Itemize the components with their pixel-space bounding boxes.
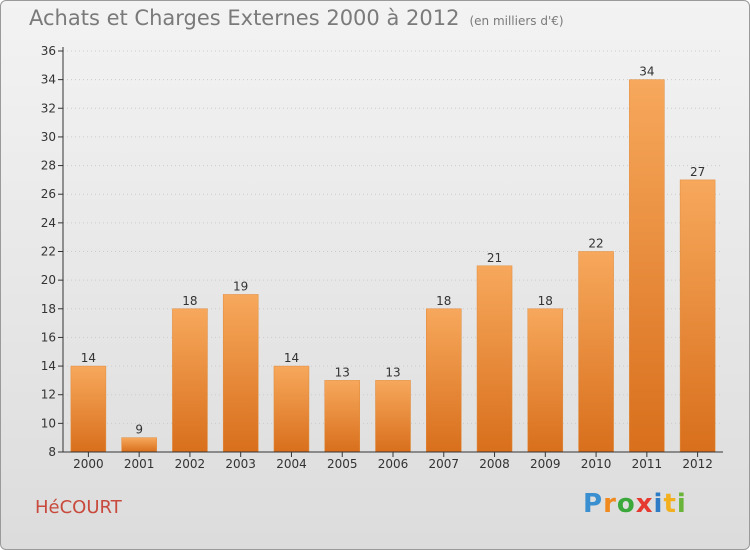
y-tick-label: 26: [41, 187, 56, 201]
bars: [70, 79, 716, 453]
y-tick-label: 10: [41, 416, 56, 430]
logo-letter: P: [583, 489, 604, 519]
labels: 8 10 12 14 16 18 20 22 24 26 28 30 32 34 36 14 2000 9 2001…: [41, 44, 713, 471]
bar-2007: [426, 308, 462, 453]
chart-unit: (en milliers d'€): [469, 14, 564, 28]
bar-2004: [273, 365, 310, 453]
x-tick-label: 2006: [378, 457, 409, 471]
x-tick-label: 2004: [276, 457, 307, 471]
commune-name: HéCOURT: [35, 497, 122, 518]
y-tick-label: 30: [41, 130, 56, 144]
bar-2011: [629, 79, 665, 453]
bar-value-label: 27: [690, 165, 705, 179]
x-tick-label: 2005: [327, 457, 358, 471]
x-tick-label: 2000: [73, 457, 104, 471]
bar-value-label: 21: [487, 251, 502, 265]
bar-value-label: 22: [588, 237, 603, 251]
bar-2000: [70, 365, 107, 453]
y-tick-label: 8: [48, 445, 56, 459]
x-tick-label: 2010: [581, 457, 612, 471]
y-tick-label: 22: [41, 245, 56, 259]
bar-value-label: 9: [135, 423, 143, 437]
y-tick-label: 18: [41, 302, 56, 316]
bar-2012: [679, 179, 716, 453]
chart-title: Achats et Charges Externes 2000 à 2012 (e…: [29, 6, 564, 30]
y-tick-label: 36: [41, 44, 56, 58]
x-tick-label: 2012: [682, 457, 713, 471]
x-tick-label: 2011: [632, 457, 663, 471]
bar-2009: [527, 308, 564, 453]
bar-2008: [476, 265, 513, 453]
y-tick-label: 34: [41, 73, 56, 87]
bar-2005: [324, 380, 360, 453]
x-tick-label: 2007: [428, 457, 459, 471]
bar-2010: [578, 251, 614, 453]
y-tick-label: 32: [41, 101, 56, 115]
x-tick-label: 2001: [124, 457, 155, 471]
bar-value-label: 14: [81, 351, 96, 365]
proxiti-logo: Proxiti: [583, 489, 687, 519]
chart-title-text: Achats et Charges Externes 2000 à 2012: [29, 6, 460, 30]
bar-2006: [375, 380, 411, 453]
bar-value-label: 34: [639, 65, 654, 79]
bar-value-label: 14: [284, 351, 299, 365]
y-tick-label: 16: [41, 330, 56, 344]
y-tick-label: 20: [41, 273, 56, 287]
logo-letter: x: [635, 489, 654, 519]
axes: [58, 47, 723, 457]
bar-value-label: 18: [436, 294, 451, 308]
bar-value-label: 18: [538, 294, 553, 308]
y-tick-label: 28: [41, 159, 56, 173]
y-tick-label: 24: [41, 216, 56, 230]
bar-value-label: 19: [233, 279, 248, 293]
bar-value-label: 13: [335, 365, 350, 379]
logo-letter: t: [663, 489, 677, 519]
x-tick-label: 2002: [175, 457, 206, 471]
bar-2003: [222, 294, 259, 453]
x-tick-label: 2009: [530, 457, 561, 471]
logo-letter: o: [616, 489, 636, 519]
y-tick-label: 14: [41, 359, 56, 373]
x-tick-label: 2008: [479, 457, 510, 471]
bar-2002: [172, 308, 208, 453]
logo-letter: i: [653, 489, 664, 519]
y-tick-label: 12: [41, 388, 56, 402]
bar-value-label: 18: [182, 294, 197, 308]
bar-2001: [121, 437, 157, 453]
x-tick-label: 2003: [225, 457, 256, 471]
logo-letter: r: [603, 489, 617, 519]
bar-value-label: 13: [385, 365, 400, 379]
logo-letter: i: [676, 489, 687, 519]
